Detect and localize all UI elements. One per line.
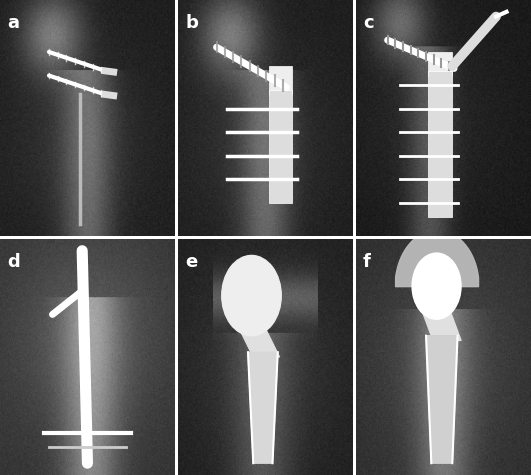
Text: d: d (7, 253, 20, 271)
Polygon shape (423, 312, 461, 341)
Polygon shape (239, 329, 279, 357)
Polygon shape (426, 336, 458, 463)
Polygon shape (248, 352, 278, 463)
Bar (269, 90, 292, 203)
Bar (269, 66, 292, 95)
Bar (428, 71, 452, 217)
Text: c: c (363, 14, 374, 32)
Text: a: a (7, 14, 19, 32)
Bar (428, 52, 452, 76)
Text: b: b (185, 14, 198, 32)
Circle shape (222, 256, 281, 336)
Text: f: f (363, 253, 371, 271)
Text: e: e (185, 253, 198, 271)
Circle shape (412, 253, 461, 319)
